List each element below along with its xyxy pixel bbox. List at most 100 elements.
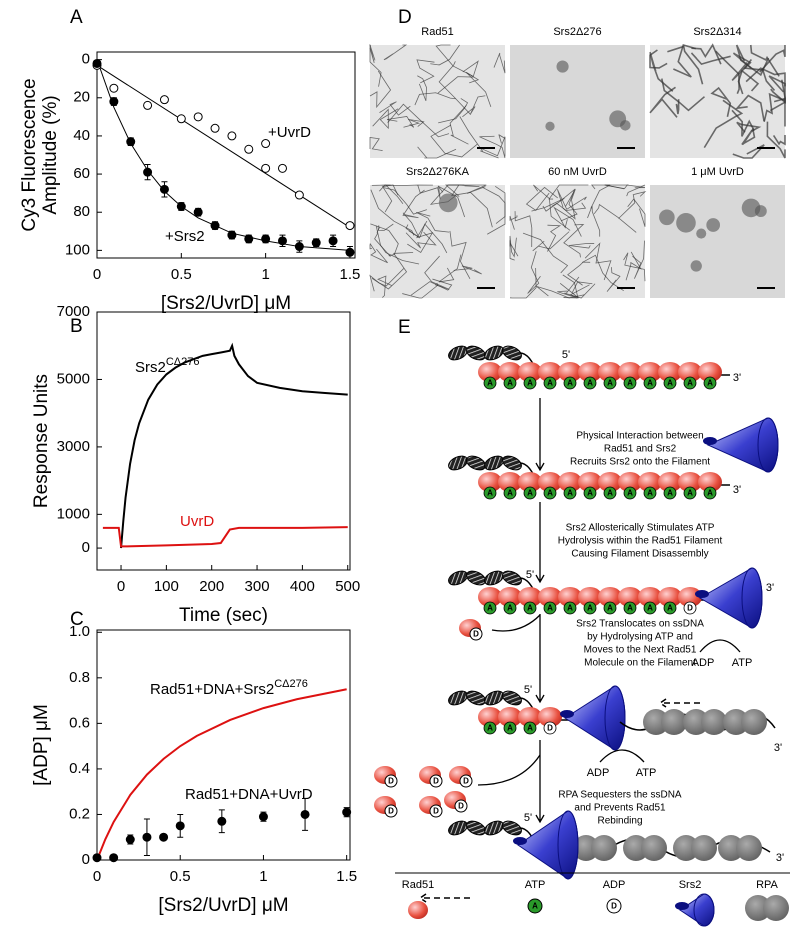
three-prime: 3': [774, 742, 782, 754]
legend-label: Srs2: [679, 879, 702, 891]
rad51: [678, 472, 702, 492]
x-axis-title: [Srs2/UvrD] μM: [158, 895, 288, 916]
release-arrow: [491, 614, 541, 632]
data-point: [109, 97, 119, 107]
legend-label: RPA: [756, 879, 778, 891]
adp-letter: D: [473, 630, 479, 639]
atp: [663, 486, 677, 500]
data-point: [311, 238, 321, 248]
adp: [469, 627, 483, 641]
filament-strand: [374, 226, 391, 257]
three-prime: 3': [766, 582, 774, 594]
atp-letter: A: [707, 379, 713, 388]
atp: [523, 376, 537, 390]
adp: [429, 804, 443, 818]
protein-blob: [706, 218, 721, 232]
rad51: [518, 362, 542, 382]
filament-strand: [667, 45, 704, 85]
filament-strand: [531, 197, 565, 212]
dna-helix: [466, 570, 486, 586]
dna-helix: [448, 820, 468, 836]
direction-arrow: [658, 698, 700, 708]
step-caption: Causing Filament Disassembly: [571, 549, 708, 560]
panel-label: D: [398, 7, 412, 28]
step-caption: Physical Interaction between: [576, 431, 703, 442]
x-tick-label: 300: [245, 578, 270, 595]
x-tick-label: 1.5: [336, 868, 357, 885]
y-tick-label: 1000: [57, 505, 90, 522]
srs2: [564, 685, 626, 751]
filament-strand: [649, 86, 678, 118]
atp-letter: A: [507, 379, 513, 388]
dna-helix: [502, 345, 522, 361]
atp-letter: A: [527, 489, 533, 498]
filament-strand: [370, 223, 399, 257]
filament-strand: [379, 101, 411, 116]
filament-strand: [509, 215, 518, 230]
atp: [523, 721, 537, 735]
filament-strand: [369, 43, 382, 87]
step-arrow: [535, 614, 545, 704]
filament-strand: [371, 184, 404, 204]
three-prime: 3': [776, 852, 784, 864]
y-tick-label: 100: [65, 241, 90, 258]
step-caption: Molecule on the Filament: [584, 658, 696, 669]
annotation: +Srs2: [165, 228, 205, 245]
data-point: [193, 207, 203, 217]
y-tick-label: 20: [73, 89, 90, 106]
rad51: [498, 587, 522, 607]
atp: [623, 601, 637, 615]
dna-helix: [502, 820, 522, 836]
filament-strand: [435, 44, 473, 77]
step-caption: Moves to the Next Rad51: [584, 645, 697, 656]
filament-strand: [745, 67, 786, 87]
srs2-hook: [513, 837, 527, 845]
data-point: [328, 236, 338, 246]
y-axis-title: [ADP] μM: [31, 704, 52, 786]
filament-strand: [430, 44, 460, 66]
protein-blob: [556, 60, 569, 73]
adp: [459, 774, 473, 788]
atp-letter: A: [667, 604, 673, 613]
data-point: [109, 83, 119, 93]
data-point: [143, 167, 153, 177]
atp: [503, 721, 517, 735]
micrograph-background: [510, 45, 645, 158]
filament-strand: [479, 135, 506, 159]
atp-letter: A: [607, 489, 613, 498]
x-tick-label: 400: [290, 578, 315, 595]
dna-helix: [466, 345, 486, 361]
protein-blob: [545, 121, 555, 131]
filament-strand: [509, 235, 517, 258]
filament-strand: [453, 265, 482, 275]
micrograph-label: Srs2Δ276: [553, 26, 601, 38]
atp-letter: A: [647, 379, 653, 388]
atp-letter: A: [527, 604, 533, 613]
atp: [563, 486, 577, 500]
micrograph-label: 60 nM UvrD: [548, 166, 607, 178]
filament-strand: [731, 52, 752, 81]
data-point: [277, 163, 287, 173]
rad51: [538, 472, 562, 492]
annotation: Srs2CΔ276: [135, 356, 200, 376]
srs2-base: [604, 685, 626, 751]
filament-strand: [430, 124, 478, 158]
filament-strand: [459, 116, 499, 159]
atp: [683, 376, 697, 390]
data-point: [217, 816, 227, 826]
dna-helix: [448, 345, 468, 361]
filament-strand: [402, 212, 420, 238]
filament-strand: [377, 275, 392, 298]
atp: [583, 376, 597, 390]
micrograph: [369, 43, 506, 159]
filament-strand: [562, 188, 576, 220]
data-point: [159, 95, 169, 105]
adp: [683, 601, 697, 615]
adp: [384, 804, 398, 818]
release-arrow: [477, 754, 541, 786]
atp-letter: A: [647, 489, 653, 498]
filament-strand: [731, 109, 755, 137]
filament-strand: [372, 108, 399, 130]
dna-helix: [484, 820, 504, 836]
filament-strand: [369, 243, 388, 264]
